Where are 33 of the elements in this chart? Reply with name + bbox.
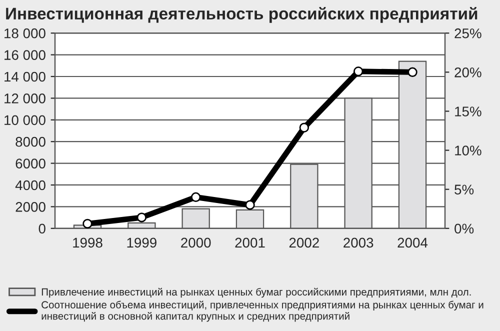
x-tick-label: 1999 xyxy=(127,238,156,248)
chart-title: Инвестиционная деятельность российских предприятий xyxy=(6,6,478,23)
x-tick-label: 2003 xyxy=(344,238,374,248)
point xyxy=(82,218,92,228)
x-tick-label: 2002 xyxy=(289,238,319,248)
point xyxy=(299,122,310,132)
y-tick-label: 2000 xyxy=(16,202,46,212)
point xyxy=(245,200,255,210)
y2-tick-label: 15% xyxy=(455,106,482,116)
x-tick-label: 1998 xyxy=(73,238,102,248)
y2-tick-label: 25% xyxy=(454,28,482,38)
point xyxy=(190,192,201,202)
y-tick-label: 4000 xyxy=(15,180,46,190)
y-tick-label: 6000 xyxy=(16,158,46,168)
x-tick-label: 2000 xyxy=(181,238,211,248)
x-tick-label: 2001 xyxy=(235,238,265,248)
y2-tick-label: 10% xyxy=(455,146,482,156)
y-tick-label: 14 000 xyxy=(4,72,46,82)
y-tick-label: 12 000 xyxy=(4,94,46,104)
y-tick-label: 18 000 xyxy=(4,28,46,38)
y-tick-label: 16 000 xyxy=(4,50,46,60)
y2-tick-label: 20% xyxy=(454,67,482,78)
y-tick-label: 8000 xyxy=(16,136,46,147)
point xyxy=(353,66,364,76)
point xyxy=(136,212,147,222)
legend-label: Соотношение объема инвестиций, привлеченных предприятиями на рынках ценных бумаг и инвестиций в основной капитал крупных и средних предприятий xyxy=(42,300,484,322)
point xyxy=(408,67,418,78)
y2-tick-label: 5% xyxy=(454,184,474,194)
x-tick-label: 2004 xyxy=(398,238,428,248)
y-tick-label: 0 xyxy=(38,224,46,234)
y2-tick-label: 0% xyxy=(454,224,474,234)
y-tick-label: 10 000 xyxy=(4,115,46,126)
legend-label: Привлечение инвестиций на рынках ценных бумаг российскими предприятиями, млн дол. xyxy=(42,288,471,298)
